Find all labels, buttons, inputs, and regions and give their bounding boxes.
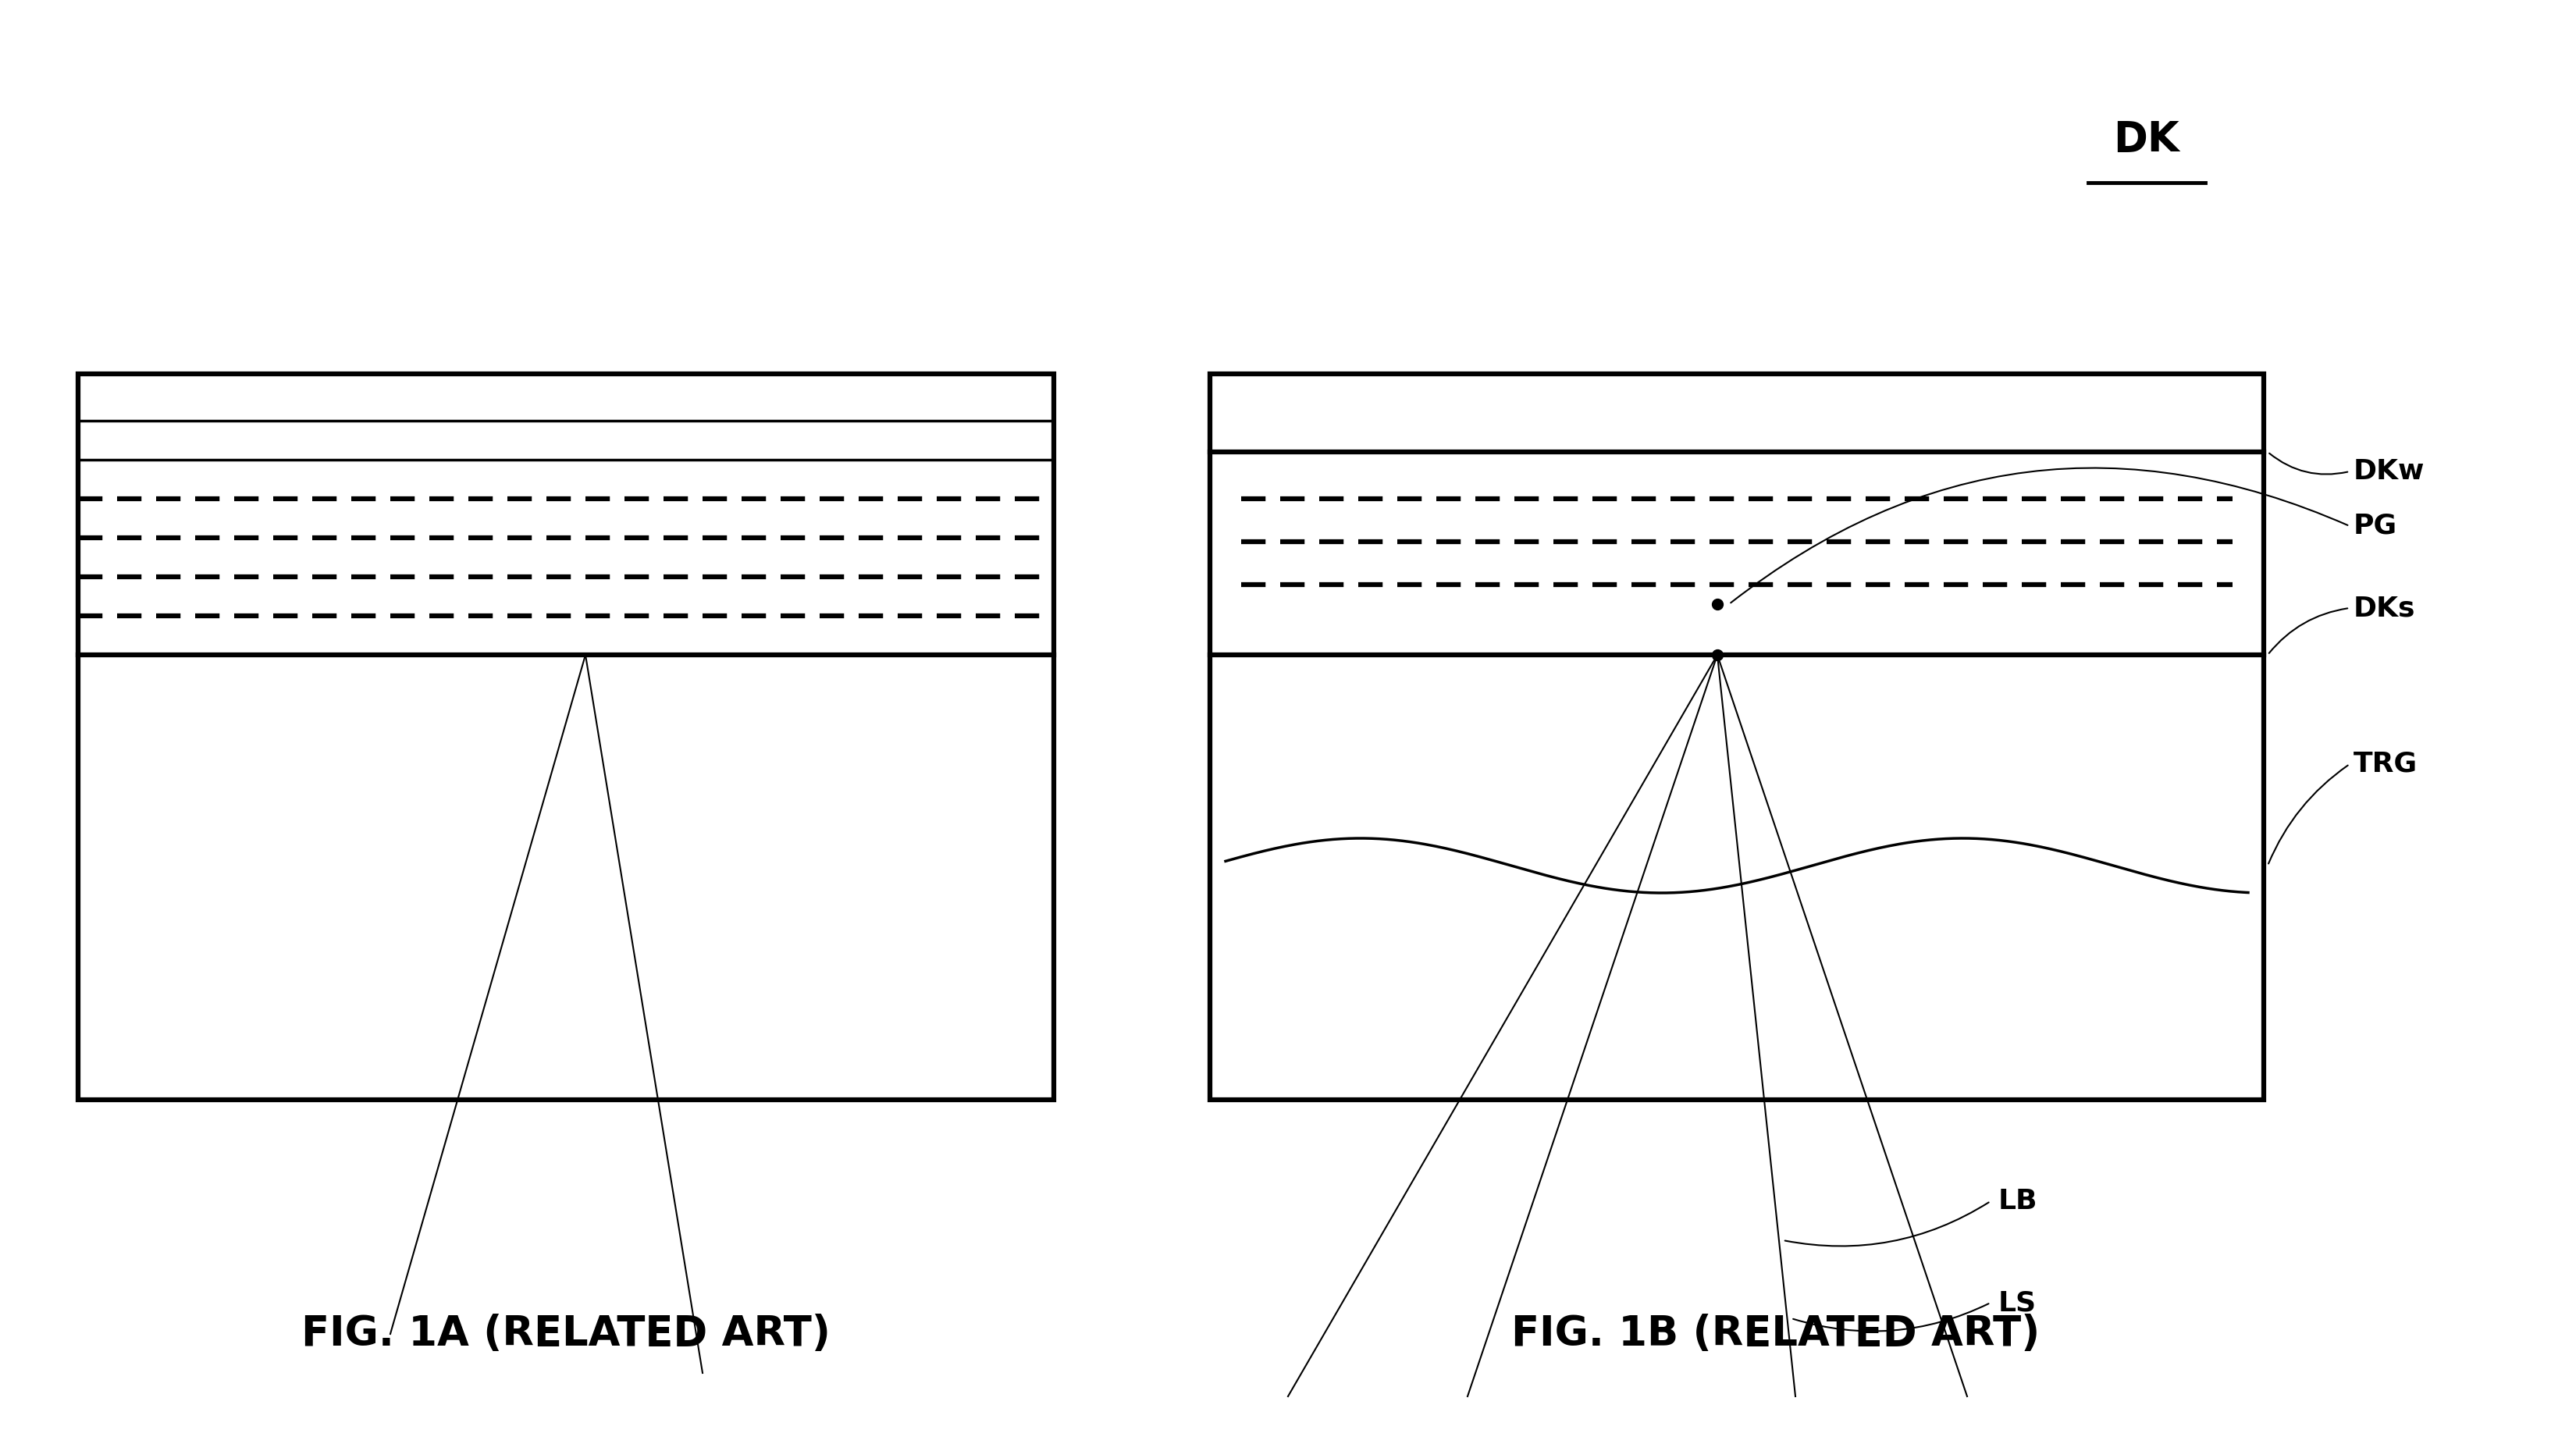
Text: TRG: TRG xyxy=(2354,750,2419,778)
Text: LB: LB xyxy=(1999,1188,2038,1214)
Text: FIG. 1A (RELATED ART): FIG. 1A (RELATED ART) xyxy=(301,1313,829,1354)
Text: LS: LS xyxy=(1999,1290,2038,1316)
Text: DKw: DKw xyxy=(2354,459,2424,485)
Text: DKs: DKs xyxy=(2354,595,2416,621)
Text: PG: PG xyxy=(2354,512,2398,540)
Text: FIG. 1B (RELATED ART): FIG. 1B (RELATED ART) xyxy=(1512,1313,2040,1354)
Bar xyxy=(1211,374,2264,1100)
Bar xyxy=(77,374,1054,1100)
Text: DK: DK xyxy=(2112,119,2179,160)
